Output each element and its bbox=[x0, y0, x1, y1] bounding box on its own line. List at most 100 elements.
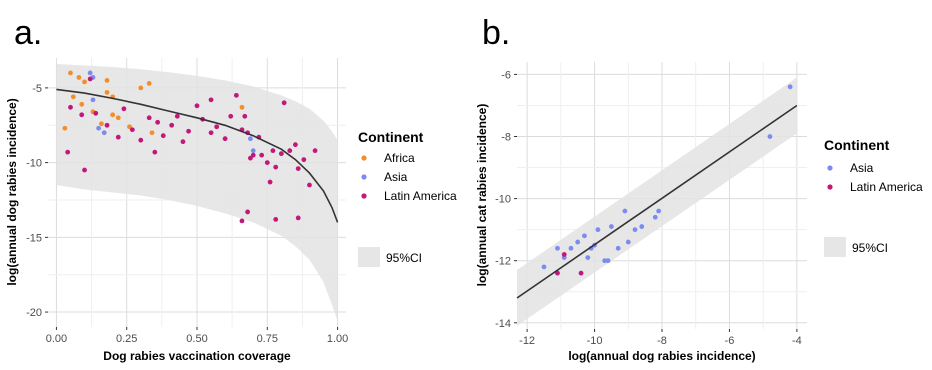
ci-band bbox=[56, 64, 338, 321]
x-axis-title-b: log(annual dog rabies incidence) bbox=[568, 349, 755, 363]
data-point-latin-america bbox=[82, 167, 87, 173]
x-tick-label: 0.00 bbox=[46, 333, 67, 345]
y-ticks-a: -5 -10 -15 -20 bbox=[26, 83, 48, 319]
data-point-asia bbox=[248, 136, 253, 142]
data-point-latin-america bbox=[273, 217, 279, 222]
legend-a: Continent Africa Asia Latin America 95%CI bbox=[358, 129, 457, 267]
fit-line-b bbox=[516, 104, 798, 299]
data-point-latin-america bbox=[578, 270, 584, 276]
legend-label: Africa bbox=[384, 151, 415, 165]
data-point-asia bbox=[602, 258, 608, 264]
data-point-asia bbox=[609, 224, 614, 229]
data-point-latin-america bbox=[307, 182, 312, 188]
x-tick-label: -10 bbox=[587, 335, 603, 347]
data-point-latin-america bbox=[93, 110, 99, 116]
legend-swatch bbox=[361, 155, 367, 161]
panel-a: a. 0.00 0.25 0.50 0.75 1.00 -5 -10 -15 -20 Dog … bbox=[5, 14, 457, 363]
data-point-latin-america bbox=[248, 155, 253, 161]
legend-label: Latin America bbox=[384, 189, 457, 203]
data-point-latin-america bbox=[287, 148, 293, 154]
panel-b-label: b. bbox=[482, 14, 510, 52]
x-tick-label: 0.75 bbox=[257, 333, 278, 345]
x-ticks-b: -12 -10 -8 -6 -4 bbox=[519, 329, 802, 347]
data-point-latin-america bbox=[160, 133, 166, 139]
data-point-latin-america bbox=[169, 122, 175, 128]
x-tick-label: -12 bbox=[519, 335, 535, 347]
data-point-latin-america bbox=[155, 119, 161, 125]
fit-line bbox=[56, 88, 339, 223]
data-point-africa bbox=[146, 81, 152, 86]
fit-line-a bbox=[56, 88, 339, 223]
data-point-latin-america bbox=[228, 113, 234, 119]
data-point-latin-america bbox=[138, 137, 144, 143]
data-point-asia bbox=[568, 245, 574, 251]
data-point-latin-america bbox=[245, 209, 251, 215]
data-point-africa bbox=[104, 78, 110, 83]
y-tick-label: -6 bbox=[501, 69, 511, 81]
legend-swatch bbox=[827, 184, 833, 190]
y-ticks-b: -6 -8 -10 -12 -14 bbox=[495, 69, 517, 330]
data-point-latin-america bbox=[267, 179, 273, 185]
legend-ci-label-b: 95%CI bbox=[852, 241, 888, 255]
x-tick-label: 0.25 bbox=[116, 333, 137, 345]
data-point-asia bbox=[656, 208, 662, 214]
data-point-asia bbox=[625, 239, 631, 245]
data-point-latin-america bbox=[222, 136, 228, 142]
data-point-asia bbox=[90, 97, 96, 103]
legend-ci-swatch-b bbox=[824, 237, 846, 257]
data-point-asia bbox=[605, 258, 611, 264]
data-point-africa bbox=[99, 121, 104, 127]
data-point-latin-america bbox=[214, 124, 220, 130]
data-point-africa bbox=[138, 85, 144, 91]
data-point-latin-america bbox=[301, 157, 307, 163]
data-point-latin-america bbox=[233, 92, 239, 98]
data-point-latin-america bbox=[121, 106, 127, 112]
data-point-asia bbox=[250, 148, 256, 154]
data-point-africa bbox=[70, 94, 76, 100]
data-point-africa bbox=[149, 130, 155, 136]
y-tick-label: -8 bbox=[501, 132, 511, 144]
data-point-latin-america bbox=[208, 97, 214, 103]
data-point-asia bbox=[639, 224, 645, 229]
legend-title-b: Continent bbox=[824, 137, 890, 153]
points-b bbox=[541, 84, 793, 276]
legend-title-a: Continent bbox=[358, 129, 424, 145]
legend-label: Asia bbox=[850, 161, 874, 175]
x-tick-label: -4 bbox=[792, 335, 802, 347]
data-point-latin-america bbox=[79, 112, 85, 118]
data-point-latin-america bbox=[129, 127, 135, 133]
legend-swatch bbox=[827, 165, 833, 171]
y-tick-label: -10 bbox=[26, 158, 42, 170]
panel-a-label: a. bbox=[14, 14, 42, 52]
data-point-asia bbox=[101, 130, 107, 136]
data-point-latin-america bbox=[208, 130, 214, 136]
data-point-latin-america bbox=[561, 252, 567, 257]
y-tick-label: -5 bbox=[32, 83, 42, 95]
data-point-latin-america bbox=[146, 115, 152, 121]
legend-swatch bbox=[361, 174, 367, 180]
legend-swatch bbox=[361, 193, 367, 199]
data-point-latin-america bbox=[281, 100, 287, 106]
data-point-asia bbox=[767, 134, 773, 139]
data-point-latin-america bbox=[292, 142, 298, 148]
data-point-latin-america bbox=[270, 148, 276, 154]
data-point-asia bbox=[615, 245, 621, 251]
points-a bbox=[62, 70, 318, 224]
data-point-latin-america bbox=[312, 148, 318, 154]
legend-label: Asia bbox=[384, 170, 408, 184]
data-point-latin-america bbox=[174, 113, 180, 119]
data-point-asia bbox=[595, 227, 601, 233]
x-tick-label: -6 bbox=[725, 335, 735, 347]
legend-ci-label-a: 95%CI bbox=[386, 251, 422, 265]
fit-line bbox=[516, 104, 798, 299]
y-tick-label: -15 bbox=[26, 232, 42, 244]
y-tick-label: -20 bbox=[26, 307, 42, 319]
data-point-latin-america bbox=[295, 215, 301, 221]
data-point-asia bbox=[541, 264, 547, 270]
data-point-asia bbox=[96, 125, 102, 131]
data-point-africa bbox=[127, 124, 132, 130]
x-tick-label: 1.00 bbox=[327, 333, 348, 345]
data-point-latin-america bbox=[194, 103, 200, 109]
data-point-latin-america bbox=[242, 113, 248, 119]
